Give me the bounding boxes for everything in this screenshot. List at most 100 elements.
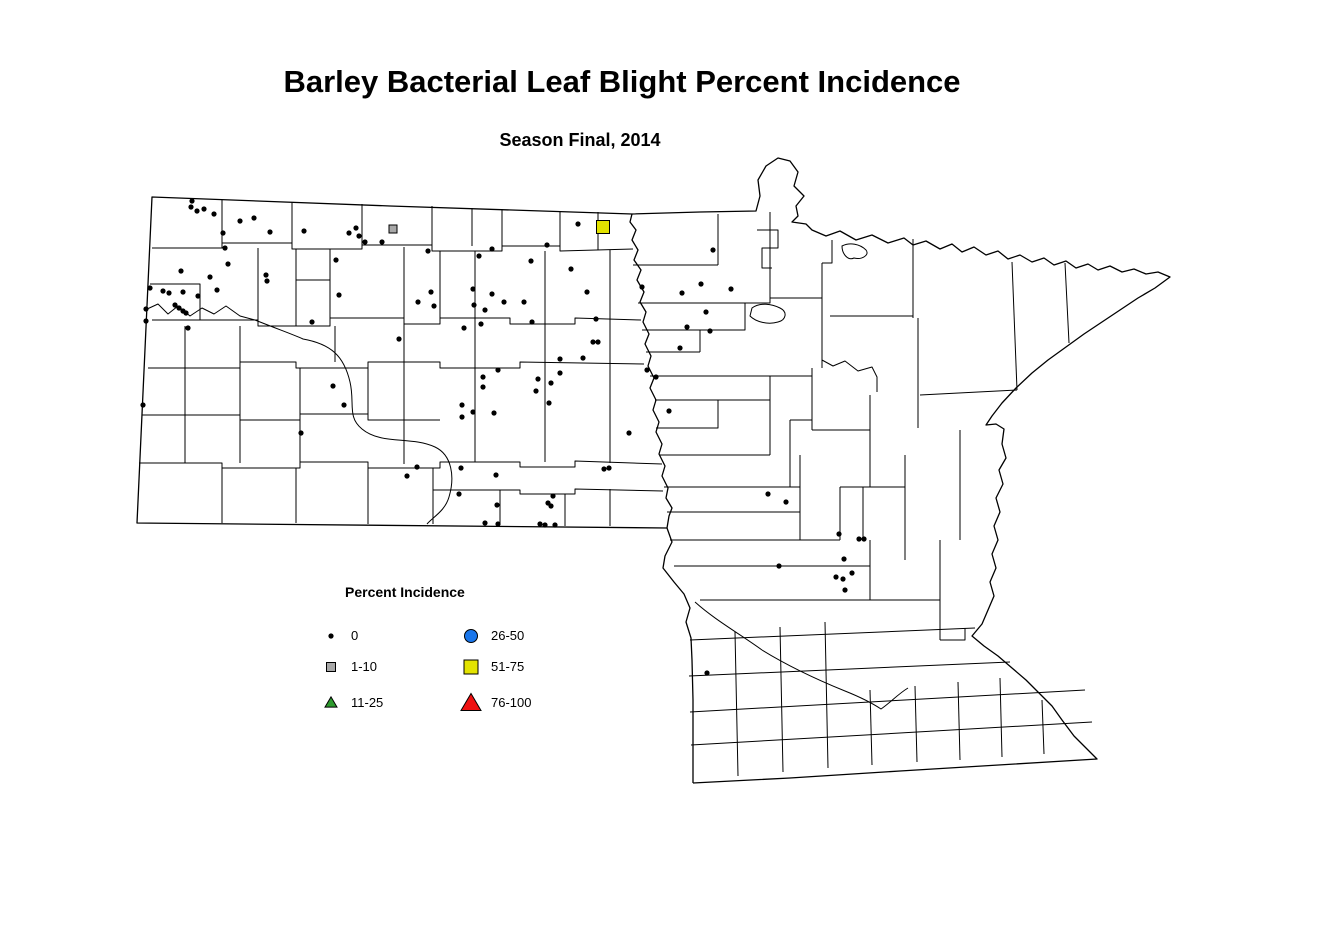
map-point-0 <box>459 402 465 408</box>
map-point-0 <box>557 370 563 376</box>
map-point-0 <box>251 215 257 221</box>
map-point-0 <box>783 499 789 505</box>
map-point-0 <box>842 587 848 593</box>
minnesota-county-line <box>822 240 833 264</box>
map-point-0 <box>353 225 359 231</box>
map-point-0 <box>140 402 146 408</box>
minnesota-county-line <box>821 359 878 392</box>
map-point-0 <box>679 290 685 296</box>
minnesota-county-line <box>1064 262 1070 344</box>
map-point-0 <box>470 286 476 292</box>
map-point-0 <box>201 206 207 212</box>
minnesota-county-line <box>690 721 1093 746</box>
map-point-0 <box>431 303 437 309</box>
map-point-0 <box>595 339 601 345</box>
map-point-0 <box>459 414 465 420</box>
minnesota-county-line <box>869 689 873 766</box>
map-point-0 <box>833 574 839 580</box>
map-point-0 <box>178 268 184 274</box>
north-dakota-county-line <box>150 283 201 320</box>
map-point-0 <box>542 522 548 528</box>
minnesota-county-line <box>689 627 976 641</box>
map-point-0 <box>533 388 539 394</box>
map-point-0 <box>189 198 195 204</box>
map-point-0 <box>849 570 855 576</box>
map-point-0 <box>548 503 554 509</box>
map-point-0 <box>626 430 632 436</box>
legend-item-label: 51-75 <box>491 659 525 674</box>
map-point-0 <box>298 430 304 436</box>
map-point-0 <box>489 291 495 297</box>
map-point-0 <box>143 318 149 324</box>
minnesota-border <box>631 157 1171 784</box>
map-point-0 <box>728 286 734 292</box>
legend-columns: 0 1-10 11-25 26-50 51-75 76-100 <box>318 622 608 724</box>
plot-subtitle: Season Final, 2014 <box>499 130 661 150</box>
map-point-0 <box>480 384 486 390</box>
map-point-0 <box>698 281 704 287</box>
minnesota-county-line <box>812 395 871 431</box>
north-dakota-county-line <box>144 303 453 525</box>
legend-column-2: 26-50 51-75 76-100 <box>458 622 608 724</box>
map-point-0 <box>214 287 220 293</box>
legend-symbol-dot-icon <box>328 632 334 639</box>
minnesota-county-line <box>688 661 1011 677</box>
minnesota-county-line <box>734 631 739 777</box>
map-point-0 <box>143 306 149 312</box>
north-dakota-county-line <box>433 488 664 495</box>
legend-item-0: 0 <box>318 622 458 649</box>
map-point-0 <box>346 230 352 236</box>
map-point-0 <box>172 302 178 308</box>
map-point-0 <box>267 229 273 235</box>
legend-symbol-square-small-icon <box>326 661 336 672</box>
map-point-0 <box>677 345 683 351</box>
map-point-0 <box>456 491 462 497</box>
map-point-0 <box>653 374 659 380</box>
minnesota-county-line <box>1011 261 1018 391</box>
map-point-51-75 <box>596 220 610 234</box>
minnesota-county-line <box>824 621 829 769</box>
legend-column-1: 0 1-10 11-25 <box>318 622 458 724</box>
map-point-0 <box>183 310 189 316</box>
map-point-0 <box>404 473 410 479</box>
map-point-0 <box>180 289 186 295</box>
map-point-0 <box>529 319 535 325</box>
legend-symbol-shape <box>328 632 334 639</box>
map-point-0 <box>362 239 368 245</box>
map-point-0 <box>476 253 482 259</box>
data-points-layer <box>140 198 867 676</box>
map-point-0 <box>237 218 243 224</box>
map-point-0 <box>166 290 172 296</box>
map-point-0 <box>207 274 213 280</box>
map-point-0 <box>471 302 477 308</box>
legend-item-label: 0 <box>351 628 359 643</box>
minnesota-county-line <box>940 628 966 641</box>
map-point-0 <box>836 531 842 537</box>
state-borders-layer <box>136 157 1171 784</box>
map-point-0 <box>535 376 541 382</box>
map-point-0 <box>501 299 507 305</box>
map-point-0 <box>557 356 563 362</box>
map-point-0 <box>568 266 574 272</box>
north-dakota-county-line <box>152 242 634 252</box>
map-point-0 <box>461 325 467 331</box>
map-point-0 <box>336 292 342 298</box>
north-dakota-county-line <box>142 413 440 421</box>
map-point-0 <box>341 402 347 408</box>
map-point-0 <box>415 299 421 305</box>
map-point-0 <box>550 493 556 499</box>
map-point-0 <box>710 247 716 253</box>
legend-title: Percent Incidence <box>345 584 465 600</box>
map-point-0 <box>482 307 488 313</box>
map-point-0 <box>458 465 464 471</box>
legend-item-label: 11-25 <box>351 694 384 710</box>
legend: Percent Incidence 0 1-10 11-25 26-50 51-75 7… <box>318 584 608 724</box>
map-point-0 <box>356 233 362 239</box>
map-point-0 <box>765 491 771 497</box>
map-point-0 <box>861 536 867 542</box>
map-point-0 <box>396 336 402 342</box>
map-point-0 <box>707 328 713 334</box>
map-point-0 <box>470 409 476 415</box>
map-point-0 <box>263 272 269 278</box>
